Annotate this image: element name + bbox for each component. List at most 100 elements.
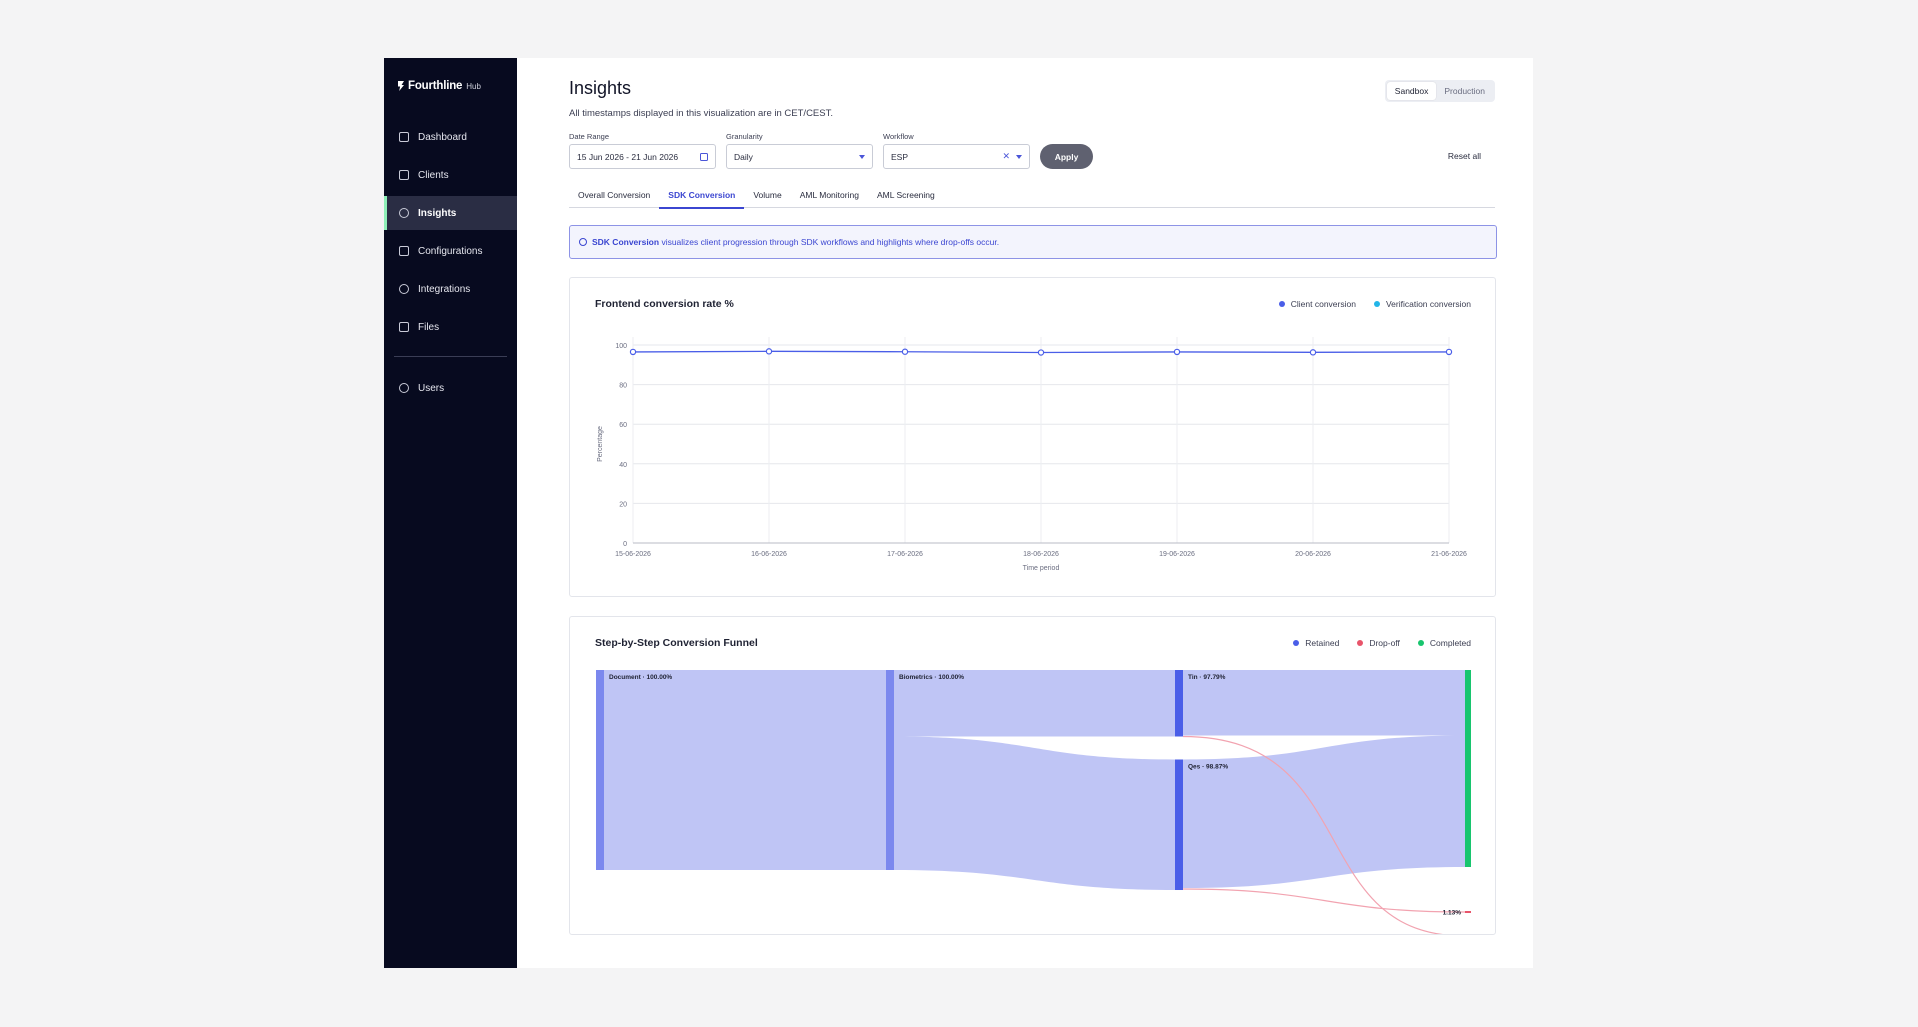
legend-client-conversion[interactable]: Client conversion — [1278, 299, 1356, 309]
brand-sub: Hub — [466, 82, 481, 91]
line-chart-legend: Client conversion Verification conversio… — [1278, 299, 1471, 309]
brand-name: Fourthline — [408, 80, 463, 92]
granularity-value: Daily — [734, 151, 753, 162]
app-window: Fourthline Hub Dashboard Clients Insight… — [384, 58, 1533, 968]
node-tin — [1175, 670, 1183, 737]
node-dropoff-1 — [1465, 911, 1471, 914]
id-card-icon — [399, 170, 409, 180]
legend-label: Drop-off — [1369, 638, 1400, 648]
granularity-select[interactable]: Daily — [726, 144, 873, 169]
sankey-chart: Document · 100.00% Biometrics · 100.00% Ti… — [596, 670, 1471, 934]
flow-tin-dropoff — [1182, 735, 1444, 934]
x-tick-label: 18-06-2026 — [1023, 551, 1059, 558]
apply-button[interactable]: Apply — [1040, 144, 1093, 169]
legend-retained[interactable]: Retained — [1293, 638, 1339, 648]
line-chart: 0 20 40 60 80 100 15-06-2026 16-06-2026 17-06-20… — [597, 337, 1467, 572]
sidebar-item-clients[interactable]: Clients — [384, 158, 517, 192]
tab-overall-conversion[interactable]: Overall Conversion — [578, 190, 651, 200]
sankey-legend: Retained Drop-off Completed — [1293, 638, 1471, 648]
legend-dot — [1373, 301, 1380, 307]
sidebar-item-integrations[interactable]: Integrations — [384, 272, 517, 306]
node-completed — [1465, 670, 1471, 867]
tab-sdk-conversion[interactable]: SDK Conversion — [659, 186, 745, 209]
conversion-funnel-card: Step-by-Step Conversion Funnel Retained … — [569, 616, 1496, 935]
workflow-value: ESP — [891, 151, 909, 162]
data-point — [1173, 348, 1181, 356]
sidebar-item-files[interactable]: Files — [384, 310, 517, 344]
node-biometrics — [886, 670, 894, 870]
line-chart-title: Frontend conversion rate % — [595, 298, 734, 310]
environment-toggle: Sandbox Production — [1384, 80, 1495, 102]
legend-label: Verification conversion — [1385, 299, 1471, 309]
data-point — [1445, 348, 1453, 356]
date-range-field[interactable]: 15 Jun 2026 - 21 Jun 2026 — [569, 144, 716, 169]
node-label: Qes · 98.87% — [1188, 763, 1228, 770]
env-sandbox-button[interactable]: Sandbox — [1386, 82, 1437, 100]
legend-label: Completed — [1429, 638, 1471, 648]
legend-verification-conversion[interactable]: Verification conversion — [1373, 299, 1471, 309]
sidebar-item-insights[interactable]: Insights — [384, 196, 517, 230]
page-title: Insights — [569, 78, 632, 98]
node-label: Tin · 97.79% — [1188, 674, 1226, 681]
y-axis-title: Percentage — [597, 426, 604, 462]
sidebar-item-dashboard[interactable]: Dashboard — [384, 120, 517, 154]
conversion-rate-card: Frontend conversion rate % Client conver… — [569, 277, 1496, 597]
users-icon — [399, 383, 409, 393]
workflow-select[interactable]: ESP ✕ — [883, 144, 1030, 169]
sidebar-item-label: Dashboard — [418, 131, 467, 143]
plug-icon — [399, 284, 409, 294]
info-strong: SDK Conversion — [592, 237, 660, 247]
legend-dot — [1278, 301, 1285, 307]
legend-dropoff[interactable]: Drop-off — [1357, 638, 1400, 648]
flow-document-biometrics — [604, 670, 886, 870]
sidebar-item-label: Integrations — [418, 283, 471, 295]
tab-aml-screening[interactable]: AML Screening — [876, 190, 935, 200]
tab-bar: Overall Conversion SDK Conversion Volume… — [569, 186, 1495, 209]
legend-label: Retained — [1305, 638, 1340, 648]
flow-qes-completed — [1183, 735, 1465, 889]
flow-qes-dropoff — [1182, 888, 1466, 913]
date-range-value: 15 Jun 2026 - 21 Jun 2026 — [577, 151, 679, 162]
y-tick-label: 40 — [619, 462, 627, 469]
sidebar-divider — [394, 356, 507, 357]
brand-logo[interactable]: Fourthline Hub — [398, 80, 481, 92]
sidebar-item-label: Configurations — [418, 245, 483, 257]
sidebar-item-users[interactable]: Users — [384, 371, 517, 405]
sidebar-item-label: Users — [418, 382, 445, 394]
data-point — [1037, 349, 1045, 356]
page-subtitle: All timestamps displayed in this visuali… — [569, 108, 833, 119]
main-content: Insights All timestamps displayed in thi… — [517, 58, 1533, 968]
tab-volume[interactable]: Volume — [753, 190, 782, 200]
tab-aml-monitoring[interactable]: AML Monitoring — [799, 190, 859, 200]
legend-label: Client conversion — [1290, 299, 1356, 309]
clear-icon[interactable]: ✕ — [1002, 151, 1010, 161]
workflow-label: Workflow — [883, 132, 914, 141]
data-point — [1309, 349, 1317, 356]
node-document — [596, 670, 604, 870]
x-tick-label: 17-06-2026 — [887, 551, 923, 558]
legend-completed[interactable]: Completed — [1417, 638, 1471, 648]
y-tick-label: 60 — [619, 422, 627, 429]
x-tick-label: 20-06-2026 — [1295, 551, 1331, 558]
data-point — [901, 348, 909, 355]
sidebar-item-label: Files — [418, 321, 440, 333]
layers-icon — [399, 132, 409, 142]
x-tick-label: 15-06-2026 — [615, 551, 651, 558]
chart-line-icon — [399, 208, 409, 218]
sidebar: Fourthline Hub Dashboard Clients Insight… — [384, 58, 517, 968]
chevron-down-icon — [859, 154, 865, 159]
date-range-label: Date Range — [569, 132, 610, 141]
dropoff-label: 1.13% — [1443, 910, 1462, 917]
node-label: Biometrics · 100.00% — [899, 674, 964, 681]
legend-dot — [1417, 640, 1424, 646]
sidebar-item-configurations[interactable]: Configurations — [384, 234, 517, 268]
sliders-icon — [399, 246, 409, 256]
data-point — [629, 348, 637, 356]
x-tick-label: 16-06-2026 — [751, 551, 787, 558]
env-production-button[interactable]: Production — [1444, 86, 1485, 96]
x-tick-label: 21-06-2026 — [1431, 551, 1467, 558]
node-label: Document · 100.00% — [609, 674, 672, 681]
info-text: visualizes client progression through SD… — [659, 237, 1000, 247]
node-qes — [1175, 759, 1183, 891]
reset-all-button[interactable]: Reset all — [1447, 151, 1481, 161]
